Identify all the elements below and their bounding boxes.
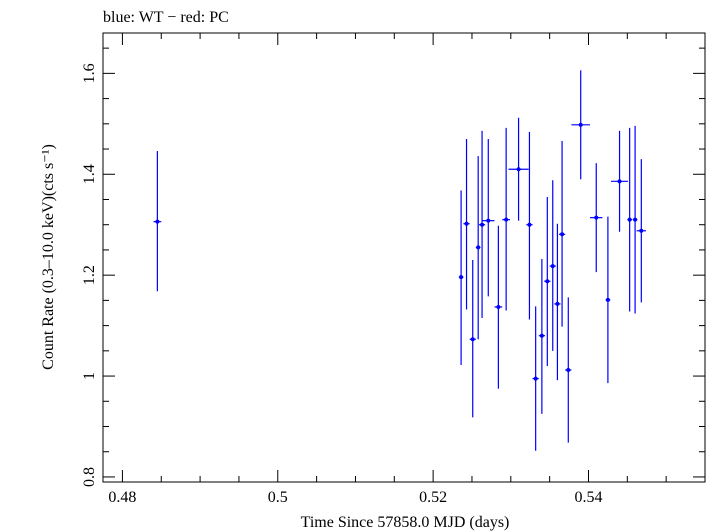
data-points <box>153 70 646 451</box>
data-point <box>627 127 632 312</box>
data-point <box>532 306 539 451</box>
data-point <box>549 180 556 351</box>
data-point <box>502 127 511 311</box>
data-point <box>590 163 603 273</box>
data-point <box>526 131 533 320</box>
y-tick-label: 1.6 <box>81 63 98 83</box>
data-point <box>469 260 476 418</box>
point-marker <box>639 228 644 233</box>
x-tick-label: 0.52 <box>419 489 447 506</box>
data-point <box>636 159 646 303</box>
y-tick-label: 1.4 <box>81 164 98 184</box>
point-marker <box>550 264 555 269</box>
x-axis: 0.48 0.5 0.52 0.54 <box>108 33 706 506</box>
point-marker <box>516 167 521 172</box>
data-point <box>153 151 162 292</box>
data-point <box>605 216 611 384</box>
data-point <box>611 130 629 232</box>
data-point <box>632 125 638 314</box>
point-marker <box>560 232 565 237</box>
point-marker <box>504 217 509 222</box>
y-axis-label: Count Rate (0.3–10.0 keV)(cts s⁻¹) <box>40 144 57 370</box>
data-point <box>508 117 529 221</box>
point-marker <box>627 217 632 222</box>
x-tick-label: 0.54 <box>574 489 602 506</box>
point-marker <box>476 245 481 250</box>
point-marker <box>594 215 599 220</box>
data-point <box>463 138 470 310</box>
point-marker <box>578 122 583 127</box>
x-tick-label: 0.48 <box>108 489 136 506</box>
point-marker <box>545 279 550 284</box>
data-point <box>494 225 503 389</box>
point-marker <box>566 368 571 373</box>
point-marker <box>617 179 622 184</box>
point-marker <box>533 376 538 381</box>
point-marker <box>470 337 475 342</box>
data-point <box>554 223 561 381</box>
point-marker <box>633 217 638 222</box>
data-point <box>538 259 545 414</box>
point-marker <box>496 304 501 309</box>
plot-frame <box>102 32 706 483</box>
y-tick-label: 1.2 <box>81 265 98 285</box>
chart-title: blue: WT − red: PC <box>103 9 229 26</box>
x-axis-label: Time Since 57858.0 MJD (days) <box>301 514 510 531</box>
point-marker <box>464 221 469 226</box>
data-point <box>565 297 572 443</box>
plot-area: 0.48 0.5 0.52 0.54 0.8 1 1.2 1.4 1.6 <box>81 32 706 506</box>
data-point <box>558 140 566 327</box>
point-marker <box>539 333 544 338</box>
y-axis: 0.8 1 1.2 1.4 1.6 <box>81 47 705 487</box>
data-point <box>478 130 486 319</box>
point-marker <box>555 301 560 306</box>
y-tick-label: 1 <box>81 372 98 380</box>
data-point <box>475 156 481 340</box>
data-point <box>544 196 551 366</box>
data-point <box>458 190 464 365</box>
point-marker <box>527 222 532 227</box>
data-point <box>482 138 495 297</box>
data-point <box>571 70 591 180</box>
point-marker <box>605 297 610 302</box>
point-marker <box>480 222 485 227</box>
x-tick-label: 0.5 <box>268 489 288 506</box>
point-marker <box>459 275 464 280</box>
y-tick-label: 0.8 <box>81 467 98 487</box>
point-marker <box>486 218 491 223</box>
point-marker <box>155 219 160 224</box>
